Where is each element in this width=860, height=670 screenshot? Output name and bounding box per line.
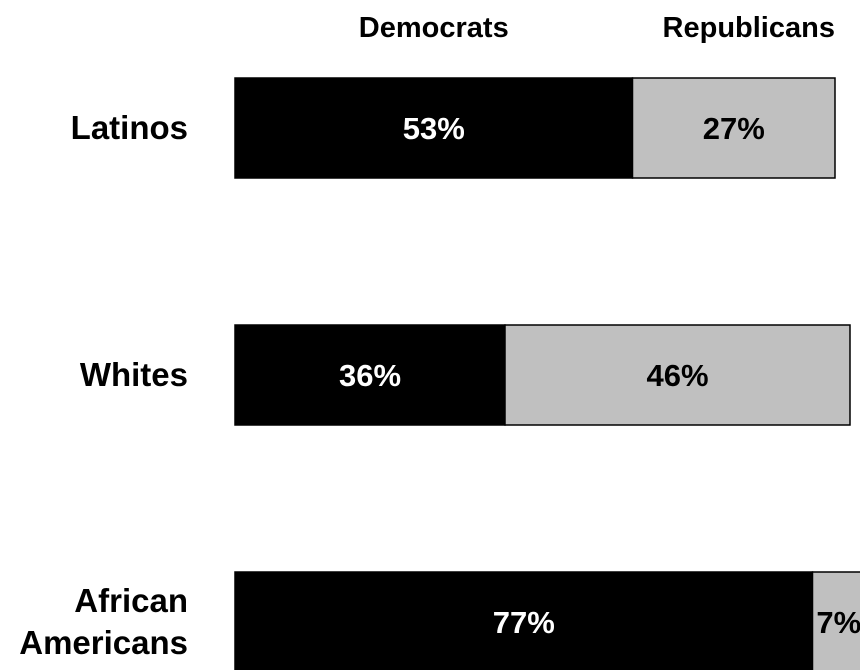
bar-african-americans-democrats	[234, 571, 814, 670]
value-label-african-americans-democrats: 77%	[493, 605, 555, 640]
value-label-whites-republicans: 46%	[646, 358, 708, 393]
bar-latinos-democrats	[234, 77, 634, 179]
value-label-african-americans-republicans: 7%	[816, 605, 860, 640]
category-label-african-americans-line-2: Americans	[19, 624, 188, 661]
bar-african-americans-republicans	[811, 571, 860, 670]
category-label-latinos: Latinos	[71, 109, 188, 146]
bar-whites-republicans	[504, 324, 851, 426]
value-label-latinos-republicans: 27%	[703, 111, 765, 146]
legend-republicans: Republicans	[663, 12, 835, 44]
category-label-whites: Whites	[80, 356, 188, 393]
bar-latinos-republicans	[631, 77, 836, 179]
category-label-african-americans-line-1: African	[74, 582, 188, 619]
legend-democrats: Democrats	[359, 12, 509, 44]
value-label-whites-democrats: 36%	[339, 358, 401, 393]
value-label-latinos-democrats: 53%	[403, 111, 465, 146]
bar-whites-democrats	[234, 324, 506, 426]
